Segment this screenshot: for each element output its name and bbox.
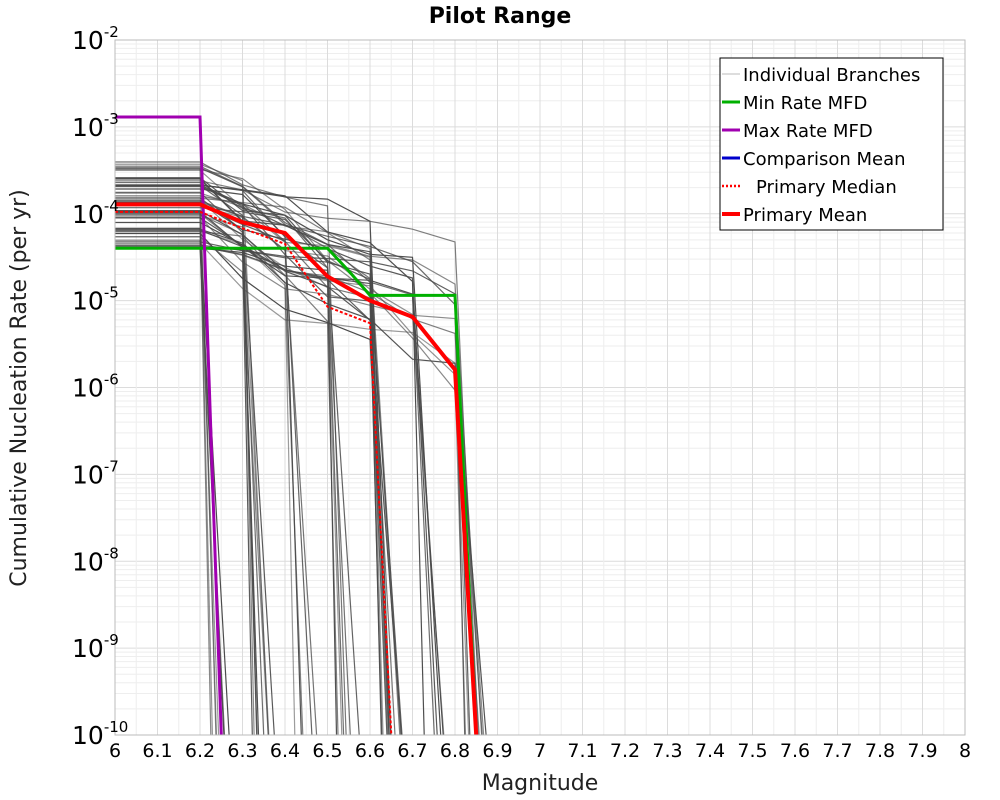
x-axis-ticks: 6 6.1 6.2 6.3 6.4 6.5 6.6 6.7 6.8 6.9 7 7.1 7.2 7.3 7.… — [109, 740, 971, 762]
x-tick-label: 8 — [959, 740, 971, 762]
max-rate-mfd-line — [115, 115, 223, 736]
summary-series — [115, 115, 479, 736]
y-tick-label: 10-2 — [72, 23, 119, 55]
x-tick-label: 7 — [534, 740, 546, 762]
legend-label: Comparison Mean — [743, 149, 906, 170]
legend-label: Min Rate MFD — [743, 93, 867, 114]
primary-median-line — [115, 210, 393, 736]
chart-title: Pilot Range — [429, 4, 572, 29]
x-tick-label: 6.5 — [312, 740, 342, 762]
x-tick-label: 6.2 — [185, 740, 215, 762]
branch-line — [115, 200, 466, 736]
y-tick-label: 10-10 — [72, 718, 128, 750]
branch-line — [115, 165, 435, 736]
branch-line — [115, 215, 270, 736]
branch-line — [115, 195, 396, 736]
x-tick-label: 7.2 — [610, 740, 640, 762]
x-tick-label: 7.5 — [737, 740, 767, 762]
x-tick-label: 7.6 — [780, 740, 810, 762]
branch-line — [115, 180, 479, 736]
x-axis-label: Magnitude — [482, 771, 599, 796]
y-tick-label: 10-4 — [72, 197, 119, 229]
y-tick-label: 10-6 — [72, 371, 119, 403]
x-tick-label: 6.9 — [482, 740, 512, 762]
legend-label: Primary Mean — [743, 205, 867, 226]
y-tick-label: 10-3 — [72, 110, 119, 142]
x-tick-label: 7.3 — [652, 740, 682, 762]
branch-line — [115, 188, 302, 736]
y-tick-label: 10-5 — [72, 284, 119, 316]
legend-label: Max Rate MFD — [743, 121, 873, 142]
branch-line — [115, 229, 253, 736]
x-tick-label: 6 — [109, 740, 121, 762]
x-tick-label: 6.1 — [142, 740, 172, 762]
x-tick-label: 7.8 — [865, 740, 895, 762]
legend: Individual Branches Min Rate MFD Max Rate … — [719, 57, 944, 231]
branch-line — [115, 230, 296, 736]
x-tick-label: 6.3 — [227, 740, 257, 762]
y-axis-ticks: 10-2 10-3 10-4 10-5 10-6 10-7 10-8 10-9 10-10 — [72, 23, 128, 750]
branch-line — [115, 161, 347, 736]
legend-label: Individual Branches — [743, 65, 920, 86]
x-tick-label: 7.4 — [695, 740, 725, 762]
x-tick-label: 6.8 — [440, 740, 470, 762]
min-rate-mfd-line — [115, 246, 478, 736]
branch-line — [115, 184, 442, 736]
legend-box — [719, 57, 944, 231]
branch-line — [115, 199, 343, 736]
legend-label: Primary Median — [756, 177, 897, 198]
y-axis-label: Cumulative Nucleation Rate (per yr) — [7, 189, 32, 587]
x-tick-label: 7.1 — [567, 740, 597, 762]
branch-line — [115, 163, 269, 736]
branch-line — [115, 185, 402, 736]
branch-line — [115, 214, 339, 736]
x-tick-label: 6.6 — [355, 740, 385, 762]
x-tick-label: 7.9 — [907, 740, 937, 762]
y-tick-label: 10-7 — [72, 457, 119, 489]
branch-line — [115, 184, 425, 736]
y-tick-label: 10-9 — [72, 631, 119, 663]
x-tick-label: 6.4 — [270, 740, 300, 762]
branch-line — [115, 167, 255, 736]
primary-mean-line — [115, 202, 479, 736]
plot-frame — [114, 39, 966, 736]
x-tick-label: 7.7 — [822, 740, 852, 762]
y-tick-label: 10-8 — [72, 544, 119, 576]
x-tick-label: 6.7 — [397, 740, 427, 762]
branch-line — [115, 236, 220, 736]
branch-line — [115, 177, 390, 736]
